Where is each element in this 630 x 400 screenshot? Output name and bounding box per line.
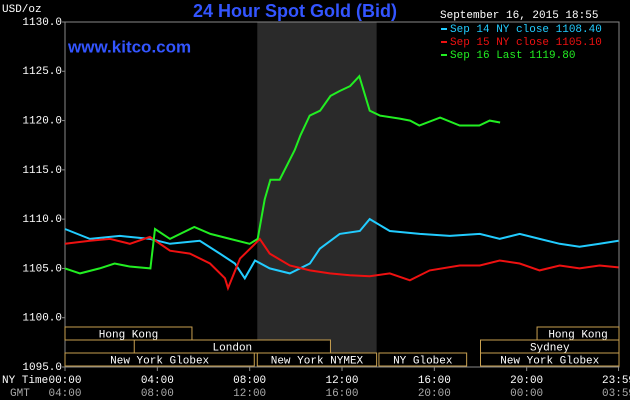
row-label: NY Time bbox=[2, 375, 48, 387]
y-tick-label: 1095.0 bbox=[22, 362, 62, 374]
x-tick-label: 00:00 bbox=[48, 375, 81, 387]
series-line bbox=[64, 235, 619, 292]
series-line bbox=[64, 217, 619, 281]
session-box bbox=[64, 352, 255, 367]
y-tick-label: 1115.0 bbox=[22, 165, 62, 177]
session-box bbox=[378, 352, 468, 367]
session-label: New York Globex bbox=[110, 355, 209, 367]
y-tick-label: 1125.0 bbox=[22, 66, 62, 78]
legend-label: Sep 16 Last 1119.80 bbox=[450, 50, 575, 62]
row-label: GMT bbox=[10, 388, 30, 400]
session-label: Hong Kong bbox=[99, 329, 158, 341]
timestamp: September 16, 2015 18:55 bbox=[440, 10, 598, 22]
session-box bbox=[480, 352, 620, 367]
x-tick-label-gmt: 20:00 bbox=[418, 388, 451, 400]
y-tick-label: 1105.0 bbox=[22, 263, 62, 275]
y-tick-label: 1120.0 bbox=[22, 115, 62, 127]
chart-title: 24 Hour Spot Gold (Bid) bbox=[193, 1, 397, 21]
y-tick-label: 1110.0 bbox=[22, 214, 62, 226]
session-label: New York NYMEX bbox=[271, 355, 364, 367]
y-tick-label: 1100.0 bbox=[22, 313, 62, 325]
x-tick-label-gmt: 16:00 bbox=[325, 388, 358, 400]
session-label: Hong Kong bbox=[548, 329, 607, 341]
x-tick-label: 04:00 bbox=[141, 375, 174, 387]
legend-label: Sep 14 NY close 1108.40 bbox=[450, 24, 602, 36]
x-tick-label: 08:00 bbox=[233, 375, 266, 387]
session-label: London bbox=[213, 342, 253, 354]
session-label: NY Globex bbox=[393, 355, 453, 367]
legend-label: Sep 15 NY close 1105.10 bbox=[450, 37, 602, 49]
x-tick-label-gmt: 00:00 bbox=[510, 388, 543, 400]
shade bbox=[257, 22, 377, 367]
session-label: New York Globex bbox=[500, 355, 599, 367]
series-line bbox=[64, 74, 501, 275]
y-tick-label: 1130.0 bbox=[22, 17, 62, 29]
x-tick-label: 20:00 bbox=[510, 375, 543, 387]
x-tick-label-gmt: 12:00 bbox=[233, 388, 266, 400]
session-label: Sydney bbox=[530, 342, 570, 354]
session-box bbox=[256, 352, 378, 367]
x-tick-label: 16:00 bbox=[418, 375, 451, 387]
session-box bbox=[64, 326, 193, 341]
x-tick-label-gmt: 03:59 bbox=[602, 388, 630, 400]
x-tick-label-gmt: 04:00 bbox=[48, 388, 81, 400]
site: www.kitco.com bbox=[67, 37, 191, 56]
y-unit: USD/oz bbox=[2, 4, 42, 16]
x-tick-label-gmt: 08:00 bbox=[141, 388, 174, 400]
x-tick-label: 12:00 bbox=[325, 375, 358, 387]
x-tick-label: 23:59 bbox=[602, 375, 630, 387]
